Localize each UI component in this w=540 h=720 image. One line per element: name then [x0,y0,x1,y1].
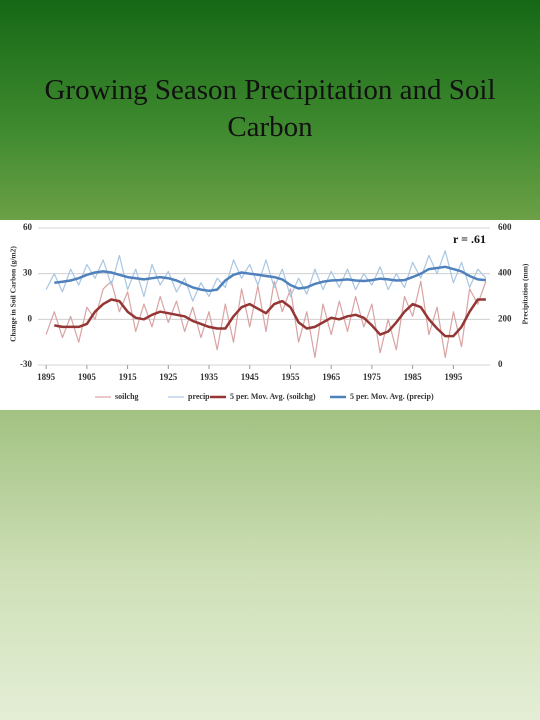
y-tick-label: -30 [20,359,32,369]
legend-label: 5 per. Mov. Avg. (soilchg) [230,392,316,401]
y-axis-label: Change in Soil Carbon (g/m2) [9,246,18,342]
x-tick-label: 1905 [78,372,97,382]
x-tick-label: 1975 [363,372,382,382]
y-tick-label: 60 [23,222,33,232]
x-tick-label: 1895 [37,372,56,382]
y2-tick-label: 0 [498,359,503,369]
x-tick-label: 1955 [281,372,300,382]
series-line [45,250,487,302]
series-line [54,298,486,338]
slide-title: Growing Season Precipitation and Soil Ca… [44,74,496,143]
y2-tick-label: 200 [498,313,512,323]
x-tick-label: 1935 [200,372,219,382]
y-tick-label: 0 [28,313,33,323]
y2-tick-label: 400 [498,268,512,278]
chart: Change in Soil Carbon (g/m2) Precipitati… [0,220,540,410]
x-tick-label: 1915 [119,372,138,382]
legend-label: 5 per. Mov. Avg. (precip) [350,392,434,401]
x-tick-label: 1945 [241,372,260,382]
legend-label: precip [188,392,210,401]
annotation: r = .61 [453,232,486,246]
series-line [54,265,487,293]
series-line [45,280,487,358]
y2-tick-label: 600 [498,222,512,232]
y2-axis-label: Precipitation (mm) [521,263,530,324]
x-tick-label: 1985 [404,372,423,382]
x-tick-label: 1995 [444,372,463,382]
chart-background [0,220,540,410]
legend-label: soilchg [115,392,139,401]
x-tick-label: 1925 [159,372,178,382]
x-tick-label: 1965 [322,372,341,382]
y-tick-label: 30 [23,268,33,278]
